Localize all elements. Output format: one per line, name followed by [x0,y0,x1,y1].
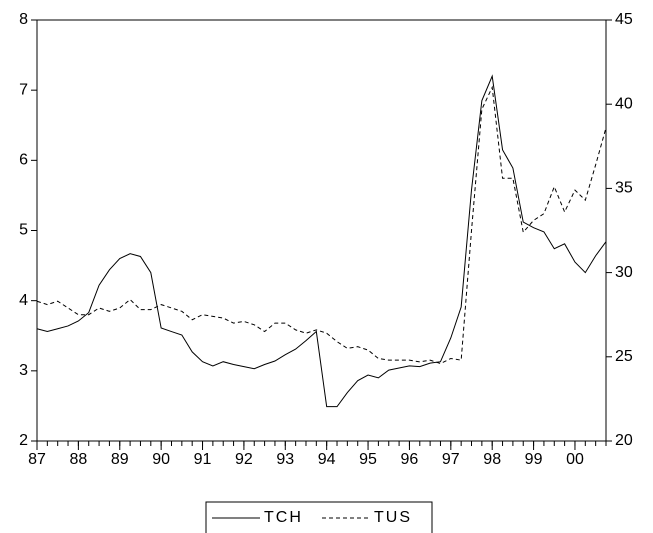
x-tick-label: 90 [152,451,170,468]
legend-label: TCH [264,509,303,526]
x-tick-label: 91 [194,451,212,468]
legend-label: TUS [374,509,412,526]
y-tick-label: 6 [19,152,28,169]
series-line [36,85,607,365]
x-tick-label: 96 [401,451,419,468]
x-tick-label: 92 [235,451,253,468]
x-tick-label: 95 [359,451,377,468]
y-tick-label: 3 [19,362,28,379]
x-tick-label: 87 [28,451,46,468]
y2-tick-label: 25 [615,348,633,365]
x-tick-label: 88 [69,451,87,468]
x-tick-label: 98 [483,451,501,468]
y2-tick-label: 35 [615,180,633,197]
legend-box [205,501,433,533]
y2-tick-label: 20 [615,432,633,449]
x-tick-label: 99 [525,451,543,468]
y-tick-label: 5 [19,222,28,239]
series-line [36,74,607,408]
x-tick-label: 97 [442,451,460,468]
x-tick-label: 89 [111,451,129,468]
y-tick-label: 7 [19,81,28,98]
y-tick-label: 2 [19,432,28,449]
y2-tick-label: 45 [615,11,633,28]
y-tick-label: 8 [19,11,28,28]
plot-frame [36,19,607,442]
y-tick-label: 4 [19,292,28,309]
y2-tick-label: 30 [615,264,633,281]
x-tick-label: 94 [318,451,336,468]
y2-tick-label: 40 [615,95,633,112]
x-tick-label: 93 [276,451,294,468]
x-tick-label: 00 [566,451,584,468]
